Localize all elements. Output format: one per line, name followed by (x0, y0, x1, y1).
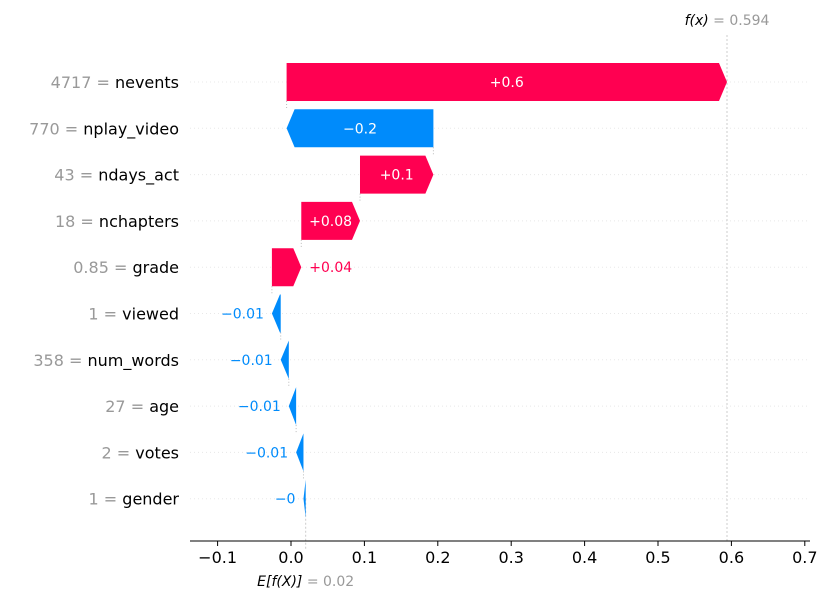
bar-label: −0.2 (343, 121, 377, 137)
feature-equals: = (99, 490, 123, 509)
feature-name: ndays_act (98, 166, 179, 186)
feature-label: 1 = gender (89, 490, 180, 509)
bar-ndays_act (359, 155, 434, 194)
x-tick-label: 0.3 (498, 548, 523, 567)
feature-name: grade (132, 258, 179, 277)
x-tick-label: 0.7 (792, 548, 817, 567)
feature-name: viewed (122, 305, 179, 324)
bar-label: +0.08 (309, 214, 352, 230)
feature-value: 27 (105, 397, 125, 416)
feature-name: age (149, 397, 179, 416)
base-label: E[f(X)] (257, 574, 302, 590)
bar-nplay_video (286, 109, 434, 148)
feature-value: 4717 (51, 73, 92, 92)
feature-equals: = (109, 258, 133, 277)
bar-gender (303, 479, 306, 518)
feature-label: 1 = viewed (88, 305, 179, 324)
feature-equals: = (64, 351, 88, 370)
bar-label: +0.1 (380, 168, 414, 184)
feature-name: nevents (115, 73, 179, 92)
bar-num_words (280, 340, 289, 379)
feature-value: 0.85 (73, 258, 109, 277)
bar-label: −0.01 (230, 353, 273, 369)
bar-votes (296, 433, 304, 472)
feature-equals: = (60, 119, 84, 138)
feature-equals: = (91, 73, 115, 92)
bar-nevents (286, 63, 727, 101)
feature-value: 43 (54, 166, 74, 185)
feature-name: nplay_video (83, 119, 179, 139)
feature-label: 358 = num_words (33, 351, 179, 371)
bar-label: −0 (275, 492, 296, 508)
feature-equals: = (75, 166, 99, 185)
feature-name: nchapters (99, 212, 179, 231)
feature-value: 358 (33, 351, 64, 370)
base-value: = 0.02 (302, 574, 354, 590)
output-value-annotation: f(x) = 0.594 (685, 13, 770, 29)
feature-value: 2 (102, 443, 112, 462)
feature-label: 770 = nplay_video (29, 119, 179, 139)
feature-label: 27 = age (105, 397, 179, 416)
feature-name: votes (135, 443, 179, 462)
feature-label: 18 = nchapters (55, 212, 179, 231)
bar-nchapters (301, 201, 360, 240)
feature-equals: = (112, 443, 136, 462)
feature-equals: = (126, 397, 150, 416)
x-tick-label: 0.6 (719, 548, 744, 567)
feature-value: 770 (29, 119, 60, 138)
feature-name: gender (122, 490, 179, 509)
x-tick-label: 0.0 (278, 548, 303, 567)
x-tick-label: 0.2 (425, 548, 450, 567)
feature-value: 1 (89, 490, 99, 509)
bar-label: −0.01 (238, 399, 281, 415)
output-value: = 0.594 (709, 13, 770, 29)
feature-name: num_words (87, 351, 179, 371)
bar-label: −0.01 (221, 307, 264, 323)
output-label: f(x) (685, 13, 709, 29)
x-tick-label: −0.1 (198, 548, 237, 567)
feature-equals: = (99, 305, 123, 324)
bar-label: +0.04 (309, 260, 352, 276)
feature-label: 43 = ndays_act (54, 166, 179, 186)
feature-label: 0.85 = grade (73, 258, 179, 277)
feature-label: 2 = votes (102, 443, 179, 462)
feature-equals: = (75, 212, 99, 231)
x-tick-label: 0.1 (352, 548, 377, 567)
base-value-annotation: E[f(X)] = 0.02 (257, 574, 354, 590)
bar-label: +0.6 (490, 75, 524, 91)
feature-value: 1 (88, 305, 98, 324)
feature-label: 4717 = nevents (51, 73, 179, 92)
bar-grade (271, 248, 302, 287)
feature-value: 18 (55, 212, 75, 231)
bar-age (288, 387, 297, 426)
bar-viewed (271, 294, 281, 333)
x-tick-label: 0.4 (572, 548, 597, 567)
x-tick-label: 0.5 (645, 548, 670, 567)
bar-label: −0.01 (245, 445, 288, 461)
